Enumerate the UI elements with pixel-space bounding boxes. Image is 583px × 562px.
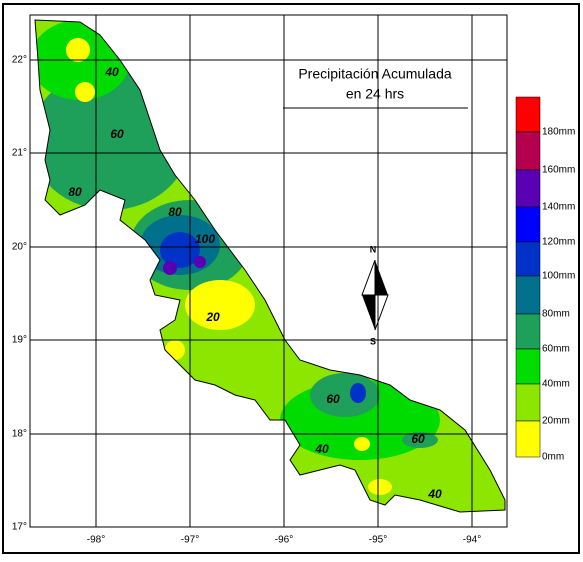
legend-swatch [515, 206, 541, 243]
legend-swatch [515, 96, 541, 133]
legend-swatch [515, 348, 541, 385]
contour-label: 20 [205, 310, 220, 324]
legend-swatch [515, 131, 541, 171]
lat-label: 20° [12, 242, 27, 253]
legend-swatch [515, 169, 541, 208]
contour-label: 60 [110, 127, 124, 141]
lat-label: 18° [12, 429, 27, 440]
lon-label: -98° [87, 535, 105, 546]
lat-label: 21° [12, 148, 27, 159]
legend-swatch [515, 420, 541, 458]
contour-label: 40 [314, 442, 329, 456]
compass-letter: N [370, 244, 377, 254]
contour-label: 100 [195, 232, 215, 246]
map-title: en 24 hrs [346, 86, 404, 102]
legend-label: 40mm [542, 379, 570, 390]
lat-label: 22° [12, 55, 27, 66]
contour-label: 80 [68, 185, 82, 199]
map-title: Precipitación Acumulada [298, 66, 452, 82]
compass [361, 259, 389, 331]
lon-label: -95° [369, 535, 387, 546]
lat-label: 19° [12, 335, 27, 346]
legend-label: 20mm [542, 416, 570, 427]
contour-label: 80 [168, 205, 182, 219]
legend-swatch [515, 383, 541, 422]
legend-label: 160mm [542, 165, 575, 176]
contour-label: 40 [104, 65, 119, 79]
legend-label: 140mm [542, 202, 575, 213]
lon-label: -96° [275, 535, 293, 546]
contour-label: 60 [326, 392, 340, 406]
contour-label: 40 [427, 487, 442, 501]
compass-letter: S [370, 336, 376, 346]
lon-label: -97° [181, 535, 199, 546]
legend-label: 100mm [542, 271, 575, 282]
legend-label: 120mm [542, 237, 575, 248]
lon-label: -94° [463, 535, 481, 546]
legend-label: 0mm [542, 452, 564, 463]
legend-label: 60mm [542, 344, 570, 355]
legend-label: 180mm [542, 127, 575, 138]
lat-label: 17° [12, 522, 27, 533]
legend-swatch [515, 241, 541, 277]
legend-swatch [515, 313, 541, 350]
legend-label: 80mm [542, 309, 570, 320]
contour-label: 60 [411, 432, 425, 446]
outer-border [2, 3, 580, 554]
legend-swatch [515, 275, 541, 315]
